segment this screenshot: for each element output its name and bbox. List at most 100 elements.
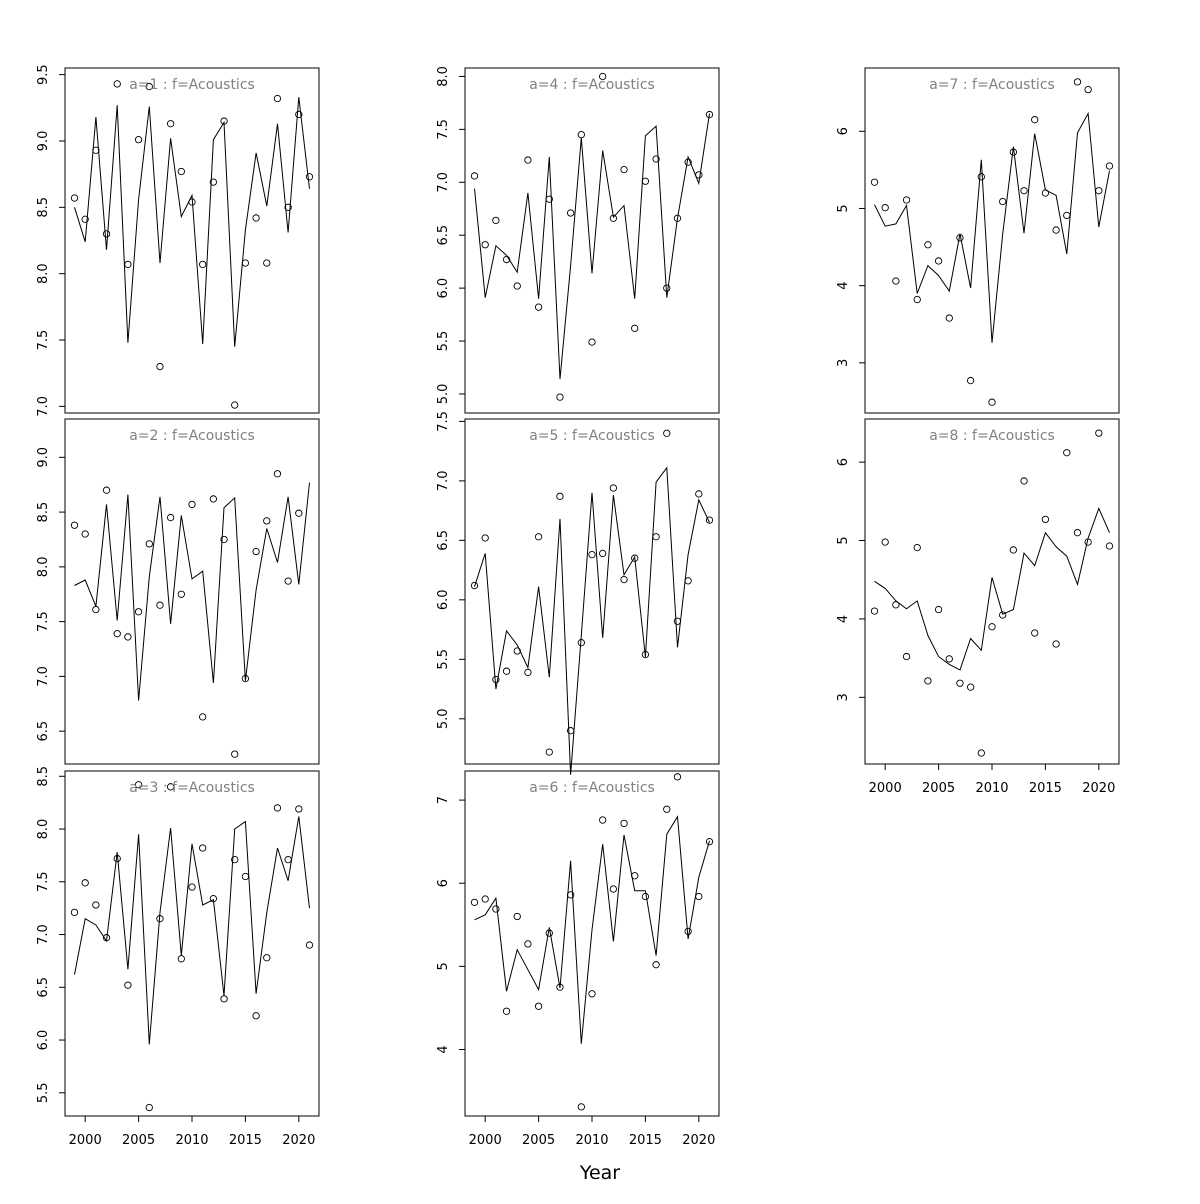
observed-point bbox=[524, 156, 532, 164]
x-tick-label: 2000 bbox=[69, 1133, 102, 1148]
observed-point bbox=[502, 255, 511, 264]
observed-point bbox=[599, 72, 607, 81]
observed-point bbox=[641, 177, 650, 185]
observed-point bbox=[663, 805, 671, 813]
y-tick-label: 7.0 bbox=[436, 471, 451, 492]
panel-5: 5.0 5.5 6.0 6.5 7.0 7.5 a=5 : f=Acoustics bbox=[436, 411, 720, 775]
x-tick-label: 2000 bbox=[869, 781, 902, 796]
observed-point bbox=[652, 533, 660, 541]
observed-point bbox=[1041, 515, 1050, 524]
observed-point bbox=[156, 601, 164, 609]
observed-point bbox=[199, 713, 207, 721]
observed-point bbox=[705, 516, 714, 524]
observed-point bbox=[556, 983, 564, 991]
observed-point bbox=[631, 872, 639, 880]
y-tick-label: 6.5 bbox=[436, 225, 451, 246]
y-tick-label: 6 bbox=[836, 127, 851, 135]
observed-point bbox=[913, 543, 921, 552]
observed-point bbox=[124, 981, 132, 989]
observed-point bbox=[252, 547, 260, 556]
y-tick-label: 8.5 bbox=[36, 766, 51, 787]
observed-point bbox=[70, 908, 79, 917]
panel-2: 6.5 7.0 7.5 8.0 8.5 9.0 a=2 : f=Acoustics bbox=[36, 418, 320, 765]
observed-point bbox=[924, 241, 932, 249]
observed-point bbox=[652, 961, 660, 969]
observed-point bbox=[534, 303, 543, 311]
observed-point bbox=[1063, 449, 1071, 457]
panel-3: 5.5 6.0 6.5 7.0 7.5 8.0 8.5 2000 2005 2010 2015 202… bbox=[36, 766, 320, 1148]
observed-point bbox=[705, 110, 714, 119]
observed-point bbox=[188, 883, 196, 891]
observed-point bbox=[481, 895, 489, 903]
observed-point bbox=[124, 633, 132, 641]
observed-point bbox=[956, 679, 964, 687]
panel-frame bbox=[464, 418, 720, 765]
observed-point bbox=[705, 838, 714, 846]
y-tick-label: 4 bbox=[436, 1045, 451, 1053]
observed-point bbox=[945, 314, 953, 322]
observed-point bbox=[609, 214, 618, 222]
observed-point bbox=[1052, 640, 1060, 648]
observed-point bbox=[545, 748, 553, 756]
panel-frame bbox=[464, 67, 720, 414]
observed-point bbox=[620, 165, 628, 174]
observed-point bbox=[609, 484, 618, 492]
observed-point bbox=[1095, 187, 1103, 195]
y-tick-label: 8.5 bbox=[36, 197, 51, 218]
y-tick-label: 5 bbox=[836, 536, 851, 544]
observed-point bbox=[166, 120, 175, 128]
observed-point bbox=[263, 954, 271, 962]
y-tick-label: 5.5 bbox=[436, 331, 451, 352]
observed-point bbox=[284, 855, 292, 864]
panel-frame bbox=[864, 67, 1120, 414]
observed-point bbox=[81, 879, 89, 887]
observed-point bbox=[470, 172, 479, 180]
observed-point bbox=[609, 885, 618, 893]
observed-point bbox=[945, 655, 953, 663]
fitted-line bbox=[874, 507, 1110, 671]
y-tick-label: 8.5 bbox=[36, 502, 51, 523]
observed-point bbox=[902, 196, 911, 204]
x-tick-label: 2020 bbox=[282, 1133, 315, 1148]
observed-point bbox=[92, 901, 100, 909]
observed-point bbox=[588, 338, 596, 346]
observed-point bbox=[534, 533, 543, 541]
observed-point bbox=[684, 927, 692, 936]
observed-point bbox=[663, 284, 671, 292]
observed-point bbox=[177, 167, 185, 176]
observed-point bbox=[1020, 187, 1028, 195]
observed-point bbox=[220, 995, 228, 1003]
x-tick-label: 2005 bbox=[522, 1133, 555, 1148]
observed-point bbox=[263, 517, 271, 525]
observed-point bbox=[1095, 429, 1103, 437]
observed-point bbox=[81, 215, 89, 223]
observed-point bbox=[481, 534, 489, 542]
observed-point bbox=[241, 674, 250, 683]
observed-point bbox=[999, 611, 1007, 619]
observed-point bbox=[102, 934, 111, 942]
observed-point bbox=[70, 521, 79, 529]
observed-point bbox=[492, 905, 500, 913]
observed-point bbox=[156, 915, 164, 923]
observed-point bbox=[166, 783, 175, 791]
observed-point bbox=[556, 393, 564, 401]
x-tick-label: 2015 bbox=[1029, 781, 1062, 796]
observed-point bbox=[209, 178, 218, 186]
panel-frame bbox=[864, 418, 1120, 765]
x-tick-label: 2020 bbox=[682, 1133, 715, 1148]
observed-point bbox=[492, 675, 500, 684]
observed-point bbox=[1105, 542, 1114, 550]
observed-point bbox=[252, 214, 260, 222]
x-tick-label: 2015 bbox=[229, 1133, 262, 1148]
y-tick-label: 9.0 bbox=[36, 447, 51, 468]
y-tick-label: 7.0 bbox=[36, 396, 51, 417]
fitted-line bbox=[74, 97, 310, 347]
observed-point bbox=[481, 241, 489, 249]
observed-point bbox=[156, 362, 164, 371]
y-tick-label: 7.5 bbox=[436, 411, 451, 432]
x-tick-label: 2010 bbox=[575, 1133, 608, 1148]
observed-point bbox=[566, 209, 575, 217]
observed-point bbox=[913, 295, 921, 304]
panel-4: 5.0 5.5 6.0 6.5 7.0 7.5 8.0 a=4 : f=Acoustics bbox=[436, 66, 720, 414]
